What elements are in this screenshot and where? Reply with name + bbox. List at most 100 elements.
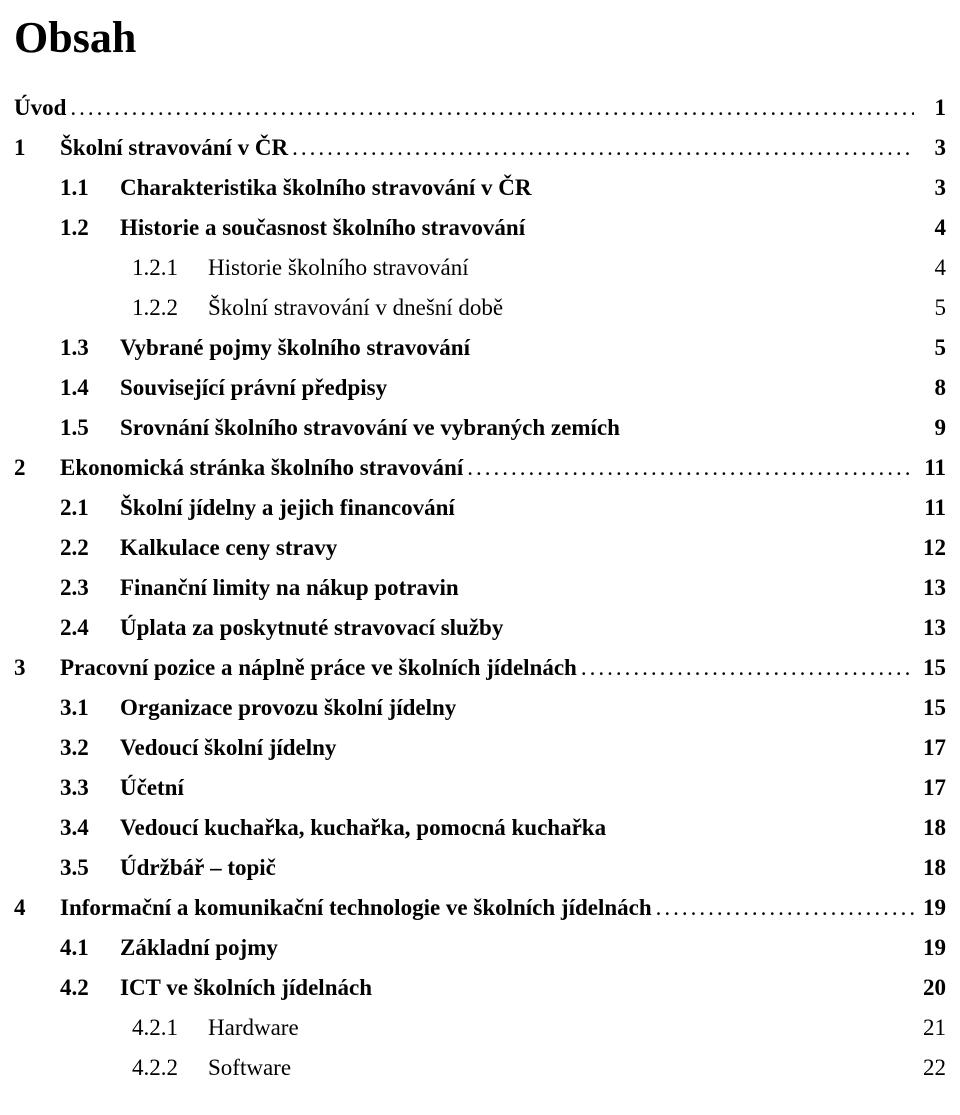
toc-entry-page: 11 xyxy=(914,495,946,521)
toc-entry-label: Vedoucí školní jídelny xyxy=(120,735,336,761)
toc-entry-page: 17 xyxy=(914,775,946,801)
toc-entry: Úvod 1 xyxy=(14,95,946,121)
toc-entry: 3Pracovní pozice a náplně práce ve školn… xyxy=(14,655,946,681)
toc-entry-number: 2.1 xyxy=(60,495,120,521)
toc-entry-number: 4.1 xyxy=(60,935,120,961)
toc-entry-page: 4 xyxy=(914,255,946,281)
toc-entry-label: Vybrané pojmy školního stravování xyxy=(120,335,470,361)
toc-entry-label: Vedoucí kuchařka, kuchařka, pomocná kuch… xyxy=(120,815,606,841)
toc-entry-label: Školní stravování v dnešní době xyxy=(208,295,503,321)
toc-entry-number: 2.2 xyxy=(60,535,120,561)
toc-leader-dots xyxy=(463,455,914,481)
toc-entry: 3.3Účetní 17 xyxy=(14,775,946,801)
toc-entry-number: 4 xyxy=(14,895,60,921)
toc-entry-label: Školní jídelny a jejich financování xyxy=(120,495,455,521)
toc-entry-page: 21 xyxy=(914,1015,946,1041)
toc-entry-label: Historie školního stravování xyxy=(208,255,469,281)
toc-entry-label: Úvod xyxy=(14,95,66,121)
toc-entry-page: 18 xyxy=(914,855,946,881)
toc-entry-number: 1.2 xyxy=(60,215,120,241)
toc-entry-page: 5 xyxy=(914,335,946,361)
toc-entry-page: 5 xyxy=(914,295,946,321)
toc-leader-dots xyxy=(652,895,914,921)
toc-entry-label: Ekonomická stránka školního stravování xyxy=(60,455,463,481)
toc-entry: 3.2Vedoucí školní jídelny 17 xyxy=(14,735,946,761)
toc-entry-number: 4.2.2 xyxy=(132,1055,208,1081)
toc-entry-page: 15 xyxy=(914,695,946,721)
toc-entry-number: 3.3 xyxy=(60,775,120,801)
toc-entry-page: 15 xyxy=(914,655,946,681)
toc-entry-page: 11 xyxy=(914,455,946,481)
toc-entry: 3.1Organizace provozu školní jídelny 15 xyxy=(14,695,946,721)
toc-entry-number: 1.1 xyxy=(60,175,120,201)
toc-entry-number: 1.2.1 xyxy=(132,255,208,281)
toc-entry-label: Související právní předpisy xyxy=(120,375,387,401)
toc-entry: 4Informační a komunikační technologie ve… xyxy=(14,895,946,921)
toc-entry-number: 4.2 xyxy=(60,975,120,1001)
page-title: Obsah xyxy=(14,12,946,63)
toc-entry-number: 1.4 xyxy=(60,375,120,401)
toc-entry-label: Informační a komunikační technologie ve … xyxy=(60,895,652,921)
toc-entry-label: Úplata za poskytnuté stravovací služby xyxy=(120,615,503,641)
toc-entry-number: 3.5 xyxy=(60,855,120,881)
toc-entry-number: 3 xyxy=(14,655,60,681)
toc-entry: 2.1Školní jídelny a jejich financování 11 xyxy=(14,495,946,521)
toc-entry-page: 20 xyxy=(914,975,946,1001)
toc-entry: 4.2.2Software22 xyxy=(14,1055,946,1081)
toc-entry-page: 4 xyxy=(914,215,946,241)
toc-leader-dots xyxy=(288,135,914,161)
toc-entry-number: 4.2.1 xyxy=(132,1015,208,1041)
toc-entry: 1.2Historie a současnost školního stravo… xyxy=(14,215,946,241)
toc-entry-label: Software xyxy=(208,1055,291,1081)
table-of-contents: Úvod11Školní stravování v ČR31.1Charakte… xyxy=(14,95,946,1081)
toc-entry: 1.2.1Historie školního stravování 4 xyxy=(14,255,946,281)
toc-entry: 4.2.1Hardware21 xyxy=(14,1015,946,1041)
toc-entry-label: Pracovní pozice a náplně práce ve školní… xyxy=(60,655,577,681)
toc-entry: 2Ekonomická stránka školního stravování 1… xyxy=(14,455,946,481)
toc-entry-label: Charakteristika školního stravování v ČR xyxy=(120,175,531,201)
toc-entry-page: 3 xyxy=(914,135,946,161)
toc-entry-number: 1 xyxy=(14,135,60,161)
toc-entry-number: 3.4 xyxy=(60,815,120,841)
toc-entry-page: 18 xyxy=(914,815,946,841)
toc-entry-label: Srovnání školního stravování ve vybranýc… xyxy=(120,415,620,441)
toc-entry-number: 3.2 xyxy=(60,735,120,761)
toc-entry-page: 1 xyxy=(914,95,946,121)
toc-entry-page: 9 xyxy=(914,415,946,441)
toc-leader-dots xyxy=(577,655,914,681)
toc-entry: 2.2Kalkulace ceny stravy 12 xyxy=(14,535,946,561)
toc-entry: 1.1Charakteristika školního stravování v… xyxy=(14,175,946,201)
toc-entry: 1.3Vybrané pojmy školního stravování 5 xyxy=(14,335,946,361)
toc-leader-dots xyxy=(66,95,914,121)
toc-entry-number: 2.3 xyxy=(60,575,120,601)
toc-entry-label: ICT ve školních jídelnách xyxy=(120,975,372,1001)
toc-entry: 1.5Srovnání školního stravování ve vybra… xyxy=(14,415,946,441)
toc-entry-number: 3.1 xyxy=(60,695,120,721)
toc-entry: 3.4Vedoucí kuchařka, kuchařka, pomocná k… xyxy=(14,815,946,841)
toc-entry-number: 1.3 xyxy=(60,335,120,361)
toc-entry-page: 19 xyxy=(914,935,946,961)
toc-entry-page: 12 xyxy=(914,535,946,561)
toc-entry: 4.1Základní pojmy 19 xyxy=(14,935,946,961)
toc-entry: 1.4Související právní předpisy 8 xyxy=(14,375,946,401)
toc-entry-label: Finanční limity na nákup potravin xyxy=(120,575,459,601)
toc-entry-page: 8 xyxy=(914,375,946,401)
toc-entry-label: Základní pojmy xyxy=(120,935,278,961)
toc-entry-label: Kalkulace ceny stravy xyxy=(120,535,337,561)
toc-entry-label: Historie a současnost školního stravován… xyxy=(120,215,525,241)
document-page: Obsah Úvod11Školní stravování v ČR31.1Ch… xyxy=(0,0,960,1115)
toc-entry-number: 2.4 xyxy=(60,615,120,641)
toc-entry: 1.2.2Školní stravování v dnešní době5 xyxy=(14,295,946,321)
toc-entry-label: Organizace provozu školní jídelny xyxy=(120,695,456,721)
toc-entry-label: Účetní xyxy=(120,775,184,801)
toc-entry-page: 13 xyxy=(914,575,946,601)
toc-entry-number: 1.5 xyxy=(60,415,120,441)
toc-entry-number: 2 xyxy=(14,455,60,481)
toc-entry: 3.5Údržbář – topič 18 xyxy=(14,855,946,881)
toc-entry-page: 17 xyxy=(914,735,946,761)
toc-entry-page: 13 xyxy=(914,615,946,641)
toc-entry: 4.2ICT ve školních jídelnách 20 xyxy=(14,975,946,1001)
toc-entry: 2.4Úplata za poskytnuté stravovací služb… xyxy=(14,615,946,641)
toc-entry-page: 19 xyxy=(914,895,946,921)
toc-entry-label: Údržbář – topič xyxy=(120,855,276,881)
